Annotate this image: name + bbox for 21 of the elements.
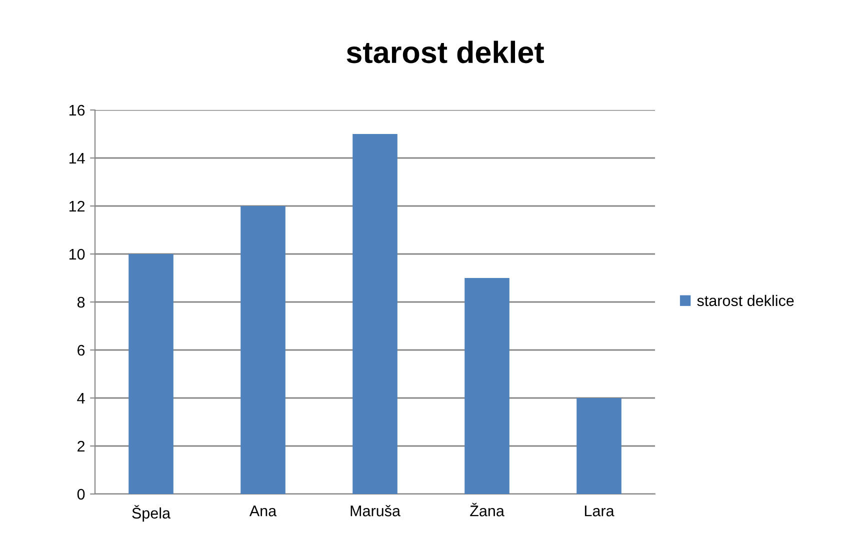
y-tick-label: 8 — [77, 296, 85, 308]
bar — [352, 134, 398, 494]
y-tick-label: 6 — [78, 344, 85, 356]
y-tick-label: 10 — [69, 248, 85, 260]
x-tick-label: Ana — [249, 506, 277, 516]
y-tick-label: 12 — [69, 200, 85, 212]
y-tick-label: 4 — [77, 393, 85, 404]
bar — [128, 254, 174, 494]
x-tick-label: Lara — [584, 506, 614, 516]
y-tick-label: 16 — [69, 104, 85, 116]
chart-title: starost deklet — [346, 40, 544, 64]
x-tick-label: Špela — [132, 505, 171, 522]
bar — [576, 398, 622, 494]
x-tick-label: Maruša — [350, 505, 400, 516]
bar — [240, 206, 286, 494]
y-tick-label: 2 — [78, 440, 85, 452]
bar — [464, 278, 510, 494]
y-tick-label: 0 — [77, 488, 85, 500]
legend-label: starost deklice — [697, 294, 794, 306]
x-tick-label: Žana — [470, 502, 504, 516]
y-tick-label: 14 — [69, 153, 85, 164]
